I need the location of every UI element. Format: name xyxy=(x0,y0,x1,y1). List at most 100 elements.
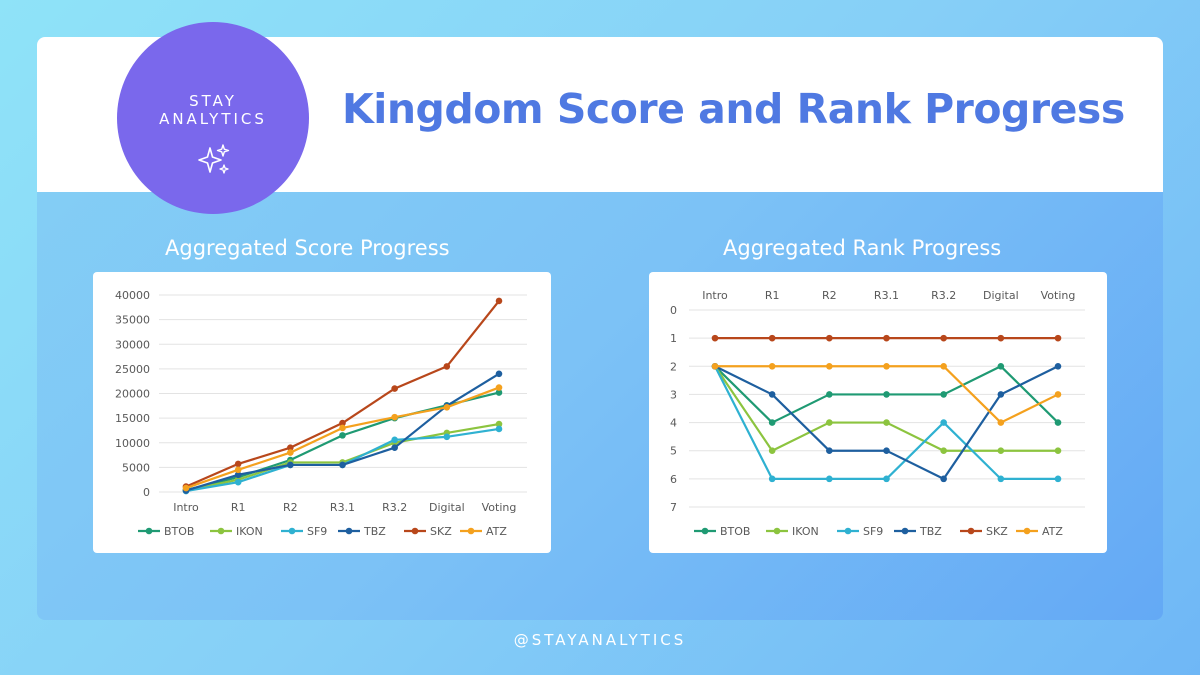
score-data-point-atz xyxy=(443,403,451,411)
rank-data-point-tbz xyxy=(826,447,833,455)
score-legend-label: ATZ xyxy=(486,525,507,538)
score-legend-label: SKZ xyxy=(430,525,452,538)
score-y-tick-label: 15000 xyxy=(115,412,150,425)
score-legend-marker xyxy=(217,527,225,535)
rank-data-point-sf9 xyxy=(997,475,1005,483)
rank-data-point-skz xyxy=(711,334,719,342)
rank-data-point-btob xyxy=(883,391,890,398)
score-data-point-tbz xyxy=(287,461,294,469)
score-data-point-sf9 xyxy=(443,433,451,441)
rank-legend-label: IKON xyxy=(792,525,819,538)
score-data-point-skz xyxy=(234,460,242,468)
score-y-tick-label: 10000 xyxy=(115,437,150,450)
rank-data-point-atz xyxy=(768,362,776,370)
score-x-tick-label: Voting xyxy=(482,501,517,514)
rank-data-point-sf9 xyxy=(826,475,833,483)
rank-data-point-atz xyxy=(940,362,947,370)
score-legend-label: SF9 xyxy=(307,525,327,538)
rank-data-point-sf9 xyxy=(883,475,890,483)
rank-data-point-ikon xyxy=(1054,447,1062,455)
rank-legend-marker xyxy=(1023,527,1031,535)
rank-data-point-sf9 xyxy=(768,475,776,483)
rank-data-point-ikon xyxy=(883,419,890,426)
score-x-tick-label: Digital xyxy=(429,501,465,514)
rank-y-tick-label: 5 xyxy=(670,445,677,458)
rank-chart-title: Aggregated Rank Progress xyxy=(723,236,1002,260)
rank-data-point-skz xyxy=(1054,334,1062,342)
rank-data-point-skz xyxy=(940,334,947,342)
rank-data-point-sf9 xyxy=(940,419,947,426)
rank-y-tick-label: 2 xyxy=(670,360,677,373)
rank-legend-label: ATZ xyxy=(1042,525,1063,538)
score-y-tick-label: 30000 xyxy=(115,338,150,351)
rank-y-tick-label: 4 xyxy=(670,417,677,430)
score-data-point-atz xyxy=(495,384,503,391)
score-legend-item-atz: ATZ xyxy=(460,525,507,538)
rank-data-point-skz xyxy=(883,334,890,342)
score-chart-title: Aggregated Score Progress xyxy=(165,236,450,260)
score-data-point-atz xyxy=(391,413,398,421)
score-y-tick-label: 35000 xyxy=(115,314,150,327)
score-legend-label: BTOB xyxy=(164,525,194,538)
score-chart-card: 0 5000 10000 15000 20000 25000 30000 35000 40000… xyxy=(93,272,551,553)
rank-data-point-tbz xyxy=(997,391,1005,398)
rank-data-point-tbz xyxy=(883,447,890,455)
rank-legend-marker xyxy=(844,527,852,535)
score-x-tick-label: R3.1 xyxy=(330,501,355,514)
rank-y-tick-label: 0 xyxy=(670,304,677,317)
score-legend-marker xyxy=(145,527,153,535)
rank-x-tick-label: Intro xyxy=(702,289,728,302)
score-data-point-skz xyxy=(495,297,503,305)
rank-x-tick-label: R3.2 xyxy=(931,289,956,302)
score-data-point-skz xyxy=(339,419,346,427)
rank-legend-label: SF9 xyxy=(863,525,883,538)
score-y-tick-label: 5000 xyxy=(122,461,150,474)
logo-text-line2: ANALYTICS xyxy=(159,110,267,128)
rank-legend-marker xyxy=(901,527,909,535)
score-data-point-atz xyxy=(234,466,242,474)
rank-data-point-sf9 xyxy=(1054,475,1062,483)
rank-data-point-btob xyxy=(940,391,947,398)
rank-data-point-atz xyxy=(997,419,1005,426)
score-legend-item-skz: SKZ xyxy=(404,525,452,538)
logo-badge: STAY ANALYTICS xyxy=(117,22,309,214)
rank-chart-card: 0 1 2 3 4 5 6 7 Intro R1 R2 R3.1 R3.2 Digital Voting BT… xyxy=(649,272,1107,553)
rank-data-point-tbz xyxy=(1054,362,1062,370)
rank-data-point-ikon xyxy=(997,447,1005,455)
score-data-point-tbz xyxy=(339,461,346,469)
sparkles-icon xyxy=(198,144,230,174)
score-data-point-atz xyxy=(287,449,294,456)
rank-x-tick-label: Digital xyxy=(983,289,1019,302)
rank-y-tick-label: 1 xyxy=(670,332,677,345)
score-legend-item-sf9: SF9 xyxy=(281,525,327,538)
rank-data-point-atz xyxy=(826,362,833,370)
score-legend-marker xyxy=(345,527,353,535)
rank-x-tick-label: R2 xyxy=(822,289,837,302)
score-legend-marker xyxy=(411,527,419,535)
rank-data-point-ikon xyxy=(940,447,947,455)
rank-data-point-skz xyxy=(768,334,776,342)
score-data-point-ikon xyxy=(495,420,503,428)
rank-legend-marker xyxy=(701,527,709,535)
page-title: Kingdom Score and Rank Progress xyxy=(342,85,1125,133)
score-legend-marker xyxy=(467,527,475,535)
rank-chart: 0 1 2 3 4 5 6 7 Intro R1 R2 R3.1 R3.2 Digital Voting BT… xyxy=(670,289,1085,538)
rank-data-point-btob xyxy=(768,419,776,426)
rank-data-point-btob xyxy=(826,391,833,398)
rank-legend-item-skz: SKZ xyxy=(960,525,1008,538)
rank-data-point-skz xyxy=(826,334,833,342)
rank-data-point-btob xyxy=(997,362,1005,370)
score-legend-item-btob: BTOB xyxy=(138,525,194,538)
score-x-tick-label: R2 xyxy=(283,501,298,514)
rank-data-point-ikon xyxy=(768,447,776,455)
rank-data-point-ikon xyxy=(826,419,833,426)
rank-data-point-tbz xyxy=(940,475,947,483)
rank-data-point-atz xyxy=(1054,391,1062,398)
score-data-point-atz xyxy=(339,424,346,432)
score-legend-label: TBZ xyxy=(363,525,386,538)
rank-legend-item-ikon: IKON xyxy=(766,525,819,538)
rank-x-tick-label: R1 xyxy=(765,289,780,302)
score-legend-item-ikon: IKON xyxy=(210,525,263,538)
rank-legend-item-sf9: SF9 xyxy=(837,525,883,538)
rank-data-point-btob xyxy=(1054,419,1062,426)
